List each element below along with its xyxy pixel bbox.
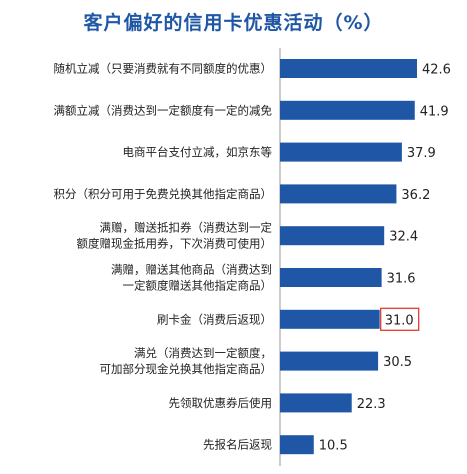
bar-9 xyxy=(280,435,314,455)
category-label-8: 先领取优惠券后使用 xyxy=(169,396,273,410)
data-label-5: 31.6 xyxy=(387,272,416,287)
bar-5 xyxy=(280,268,382,287)
bar-7 xyxy=(280,351,379,371)
category-label-7-line-1: 可加部分现金兑换其他指定商品） xyxy=(100,362,273,376)
bar-8 xyxy=(280,393,352,413)
bar-2 xyxy=(280,142,402,162)
chart-title: 客户偏好的信用卡优惠活动（%） xyxy=(83,12,384,34)
category-label-5-line-0: 满赠，赠送其他商品（消费达到 xyxy=(111,263,272,277)
bar-3 xyxy=(280,184,397,204)
bar-0 xyxy=(280,59,417,78)
category-label-4-line-1: 额度赠现金抵用券，下次消费可使用） xyxy=(77,237,273,251)
highlight-box xyxy=(380,307,420,331)
category-label-5-line-1: 一定额度赠送其他指定商品） xyxy=(123,279,273,293)
data-label-7: 30.5 xyxy=(383,355,412,370)
category-label-3: 积分（积分可用于免费兑换其他指定商品） xyxy=(54,187,273,201)
data-label-9: 10.5 xyxy=(319,439,348,454)
category-label-0: 随机立减（只要消费就有不同额度的优惠） xyxy=(54,62,273,76)
category-label-1: 满额立减（消费达到一定额度有一定的减免 xyxy=(54,103,273,117)
data-label-3: 36.2 xyxy=(401,188,430,203)
bar-4 xyxy=(280,226,385,246)
bar-1 xyxy=(280,100,415,120)
category-label-9: 先报名后返现 xyxy=(203,438,272,452)
category-label-2: 电商平台支付立减，如京东等 xyxy=(123,145,273,159)
category-label-4-line-0: 满赠，赠送抵扣券（消费达到一定 xyxy=(100,221,273,235)
bar-6 xyxy=(280,309,380,329)
data-label-1: 41.9 xyxy=(420,104,449,119)
data-label-4: 32.4 xyxy=(389,230,418,245)
data-label-0: 42.6 xyxy=(422,63,451,78)
category-label-6: 刷卡金（消费后返现） xyxy=(157,312,272,326)
data-label-8: 22.3 xyxy=(357,397,386,412)
category-label-7-line-0: 满兑（消费达到一定额度， xyxy=(134,346,272,360)
data-label-2: 37.9 xyxy=(407,146,436,161)
data-label-6: 31.0 xyxy=(385,313,414,328)
